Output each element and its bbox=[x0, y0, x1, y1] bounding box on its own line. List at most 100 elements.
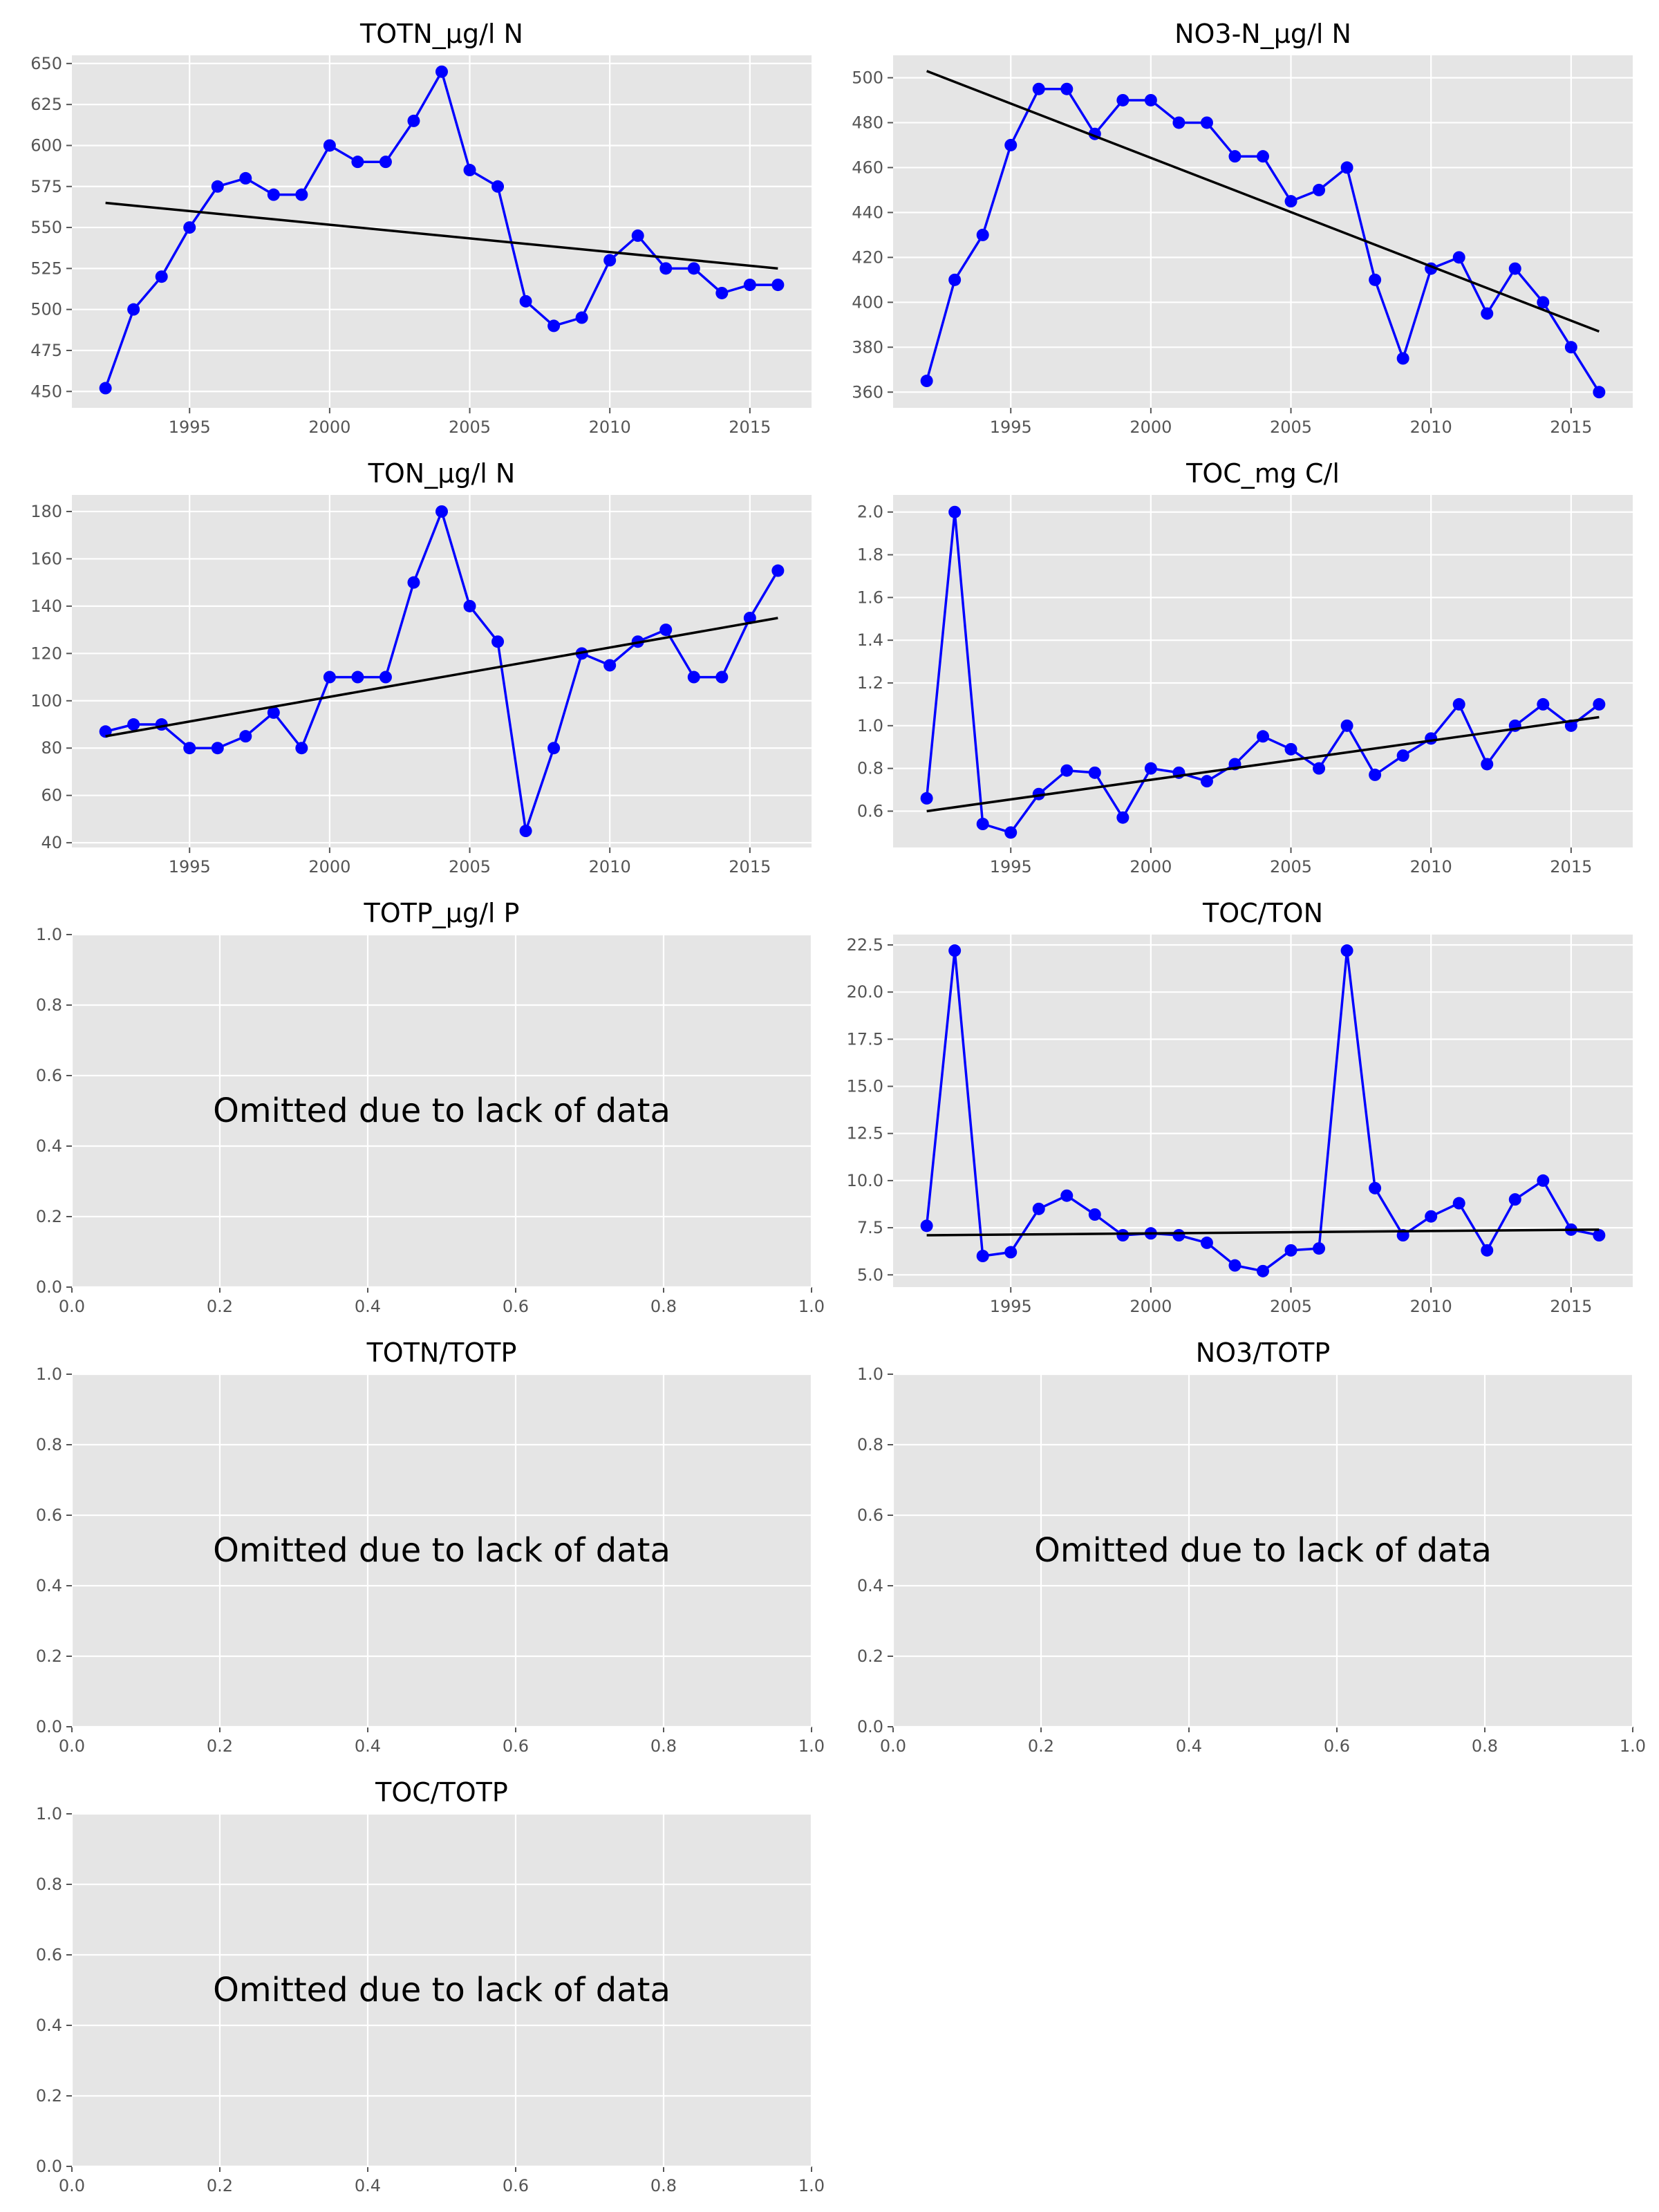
plot-area bbox=[893, 55, 1633, 408]
x-tick-label: 2010 bbox=[589, 857, 631, 877]
x-tick-label: 0.6 bbox=[503, 1736, 529, 1756]
y-tick-label: 0.8 bbox=[857, 759, 883, 778]
y-tick-label: 450 bbox=[30, 382, 62, 401]
chart-panel: 0.0 0.2 0.4 0.6 0.8 1.0 0.0 0.2 0.4 0.6 0.8 1.0 TOTP… bbox=[36, 898, 825, 1316]
data-point bbox=[1200, 1236, 1213, 1249]
trend-line bbox=[105, 617, 778, 738]
x-tick-label: 0.8 bbox=[650, 1736, 677, 1756]
data-point bbox=[976, 1250, 989, 1262]
data-point bbox=[547, 742, 561, 755]
y-tick-label: 460 bbox=[852, 158, 883, 177]
panel-title: NO3-N_µg/l N bbox=[1174, 19, 1351, 49]
data-point bbox=[435, 505, 448, 518]
data-point bbox=[1340, 719, 1353, 732]
data-point bbox=[211, 180, 224, 193]
y-tick-label: 15.0 bbox=[847, 1077, 883, 1096]
data-point bbox=[603, 659, 617, 672]
x-tick-label: 0.0 bbox=[59, 1297, 85, 1316]
data-point bbox=[1257, 150, 1269, 163]
data-point bbox=[1508, 1193, 1521, 1206]
omitted-note: Omitted due to lack of data bbox=[1034, 1531, 1492, 1570]
y-tick-label: 1.2 bbox=[857, 673, 883, 693]
y-tick-label: 180 bbox=[30, 502, 62, 521]
y-tick-label: 1.0 bbox=[36, 1804, 62, 1824]
data-point bbox=[267, 706, 280, 719]
x-tick-label: 2000 bbox=[1130, 418, 1172, 437]
data-point bbox=[1060, 764, 1074, 777]
y-tick-label: 550 bbox=[30, 218, 62, 237]
y-tick-label: 1.0 bbox=[857, 716, 883, 735]
x-tick-label: 0.0 bbox=[59, 2176, 85, 2195]
data-point bbox=[1144, 93, 1157, 106]
chart-panel: 0.0 0.2 0.4 0.6 0.8 1.0 0.0 0.2 0.4 0.6 0.8 1.0 TOTN… bbox=[36, 1338, 825, 1756]
y-tick-label: 0.6 bbox=[36, 1506, 62, 1525]
data-point bbox=[1228, 150, 1241, 163]
y-tick-label: 0.2 bbox=[36, 1207, 62, 1226]
y-tick-label: 380 bbox=[852, 337, 883, 357]
data-point bbox=[99, 382, 112, 395]
panel-title: TOC/TOTP bbox=[375, 1777, 508, 1808]
data-point bbox=[920, 1219, 933, 1232]
x-tick-label: 2015 bbox=[729, 418, 771, 437]
y-tick-label: 1.8 bbox=[857, 545, 883, 565]
y-tick-label: 0.0 bbox=[36, 1717, 62, 1736]
y-tick-label: 100 bbox=[30, 691, 62, 711]
x-tick-label: 0.4 bbox=[355, 2176, 381, 2195]
data-point bbox=[155, 270, 168, 283]
data-point bbox=[1313, 762, 1326, 775]
data-point bbox=[183, 742, 196, 755]
data-point bbox=[351, 671, 364, 684]
x-tick-label: 1.0 bbox=[1620, 1736, 1646, 1756]
data-point bbox=[351, 156, 364, 169]
data-point bbox=[1257, 730, 1269, 743]
data-point bbox=[1481, 1244, 1494, 1257]
y-tick-label: 400 bbox=[852, 292, 883, 312]
omitted-note: Omitted due to lack of data bbox=[213, 1971, 671, 2009]
data-point bbox=[379, 156, 392, 169]
data-point bbox=[1340, 944, 1353, 957]
x-tick-label: 2000 bbox=[1130, 1297, 1172, 1316]
data-point bbox=[407, 576, 420, 589]
y-tick-label: 500 bbox=[30, 300, 62, 319]
y-tick-label: 420 bbox=[852, 247, 883, 267]
x-tick-label: 2005 bbox=[449, 418, 491, 437]
panel-title: TON_µg/l N bbox=[368, 458, 516, 489]
data-point bbox=[1257, 1264, 1269, 1277]
x-tick-label: 1.0 bbox=[798, 2176, 825, 2195]
x-tick-label: 1995 bbox=[169, 857, 211, 877]
data-point bbox=[1313, 1242, 1326, 1255]
x-tick-label: 2015 bbox=[1550, 418, 1592, 437]
data-point bbox=[603, 254, 617, 267]
y-tick-label: 475 bbox=[30, 341, 62, 360]
y-tick-label: 2.0 bbox=[857, 503, 883, 522]
chart-panel: 1995 2000 2005 2010 2015 450 475 500 525 550 575 60… bbox=[30, 19, 812, 437]
data-point bbox=[948, 273, 962, 286]
data-point bbox=[267, 188, 280, 201]
x-tick-label: 0.6 bbox=[1324, 1736, 1350, 1756]
data-point bbox=[323, 671, 336, 684]
data-point bbox=[659, 624, 673, 637]
data-point bbox=[1396, 352, 1409, 365]
data-point bbox=[920, 375, 933, 388]
data-point bbox=[1116, 93, 1130, 106]
data-point bbox=[1284, 742, 1297, 756]
data-point bbox=[1593, 697, 1606, 711]
data-point bbox=[948, 944, 962, 957]
y-tick-label: 0.6 bbox=[857, 801, 883, 821]
data-point bbox=[463, 599, 476, 612]
trend-line bbox=[926, 70, 1600, 333]
x-tick-label: 0.4 bbox=[355, 1297, 381, 1316]
y-tick-label: 160 bbox=[30, 549, 62, 568]
x-tick-label: 2010 bbox=[1410, 418, 1452, 437]
data-point bbox=[1032, 82, 1045, 95]
omitted-note: Omitted due to lack of data bbox=[213, 1091, 671, 1130]
chart-panel: 1995 2000 2005 2010 2015 0.6 0.8 1.0 1.2 1.4 1.6 1.… bbox=[857, 458, 1633, 877]
data-point bbox=[1369, 1181, 1382, 1194]
data-point bbox=[1284, 195, 1297, 208]
x-tick-label: 0.4 bbox=[355, 1736, 381, 1756]
data-point bbox=[687, 262, 700, 275]
data-point bbox=[1369, 273, 1382, 286]
x-tick-label: 2010 bbox=[1410, 1297, 1452, 1316]
y-tick-label: 0.2 bbox=[36, 2086, 62, 2106]
